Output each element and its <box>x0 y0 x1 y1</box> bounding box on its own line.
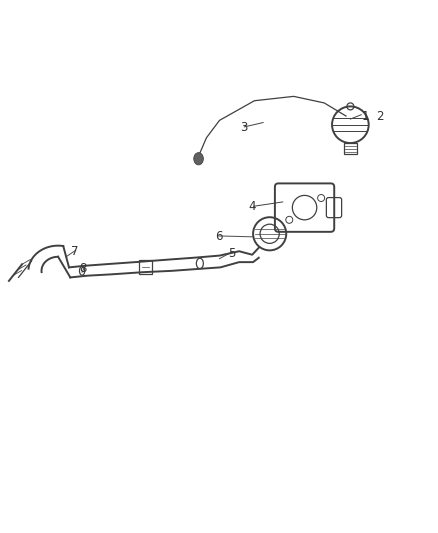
Text: 1: 1 <box>361 109 368 123</box>
Bar <box>343 143 356 154</box>
Text: 4: 4 <box>248 200 255 213</box>
Text: 5: 5 <box>227 247 235 260</box>
Ellipse shape <box>193 152 203 165</box>
Text: 2: 2 <box>375 109 383 123</box>
Text: 7: 7 <box>71 245 78 258</box>
Bar <box>138 260 152 274</box>
Text: 6: 6 <box>214 230 222 244</box>
Text: 8: 8 <box>80 262 87 275</box>
Text: 3: 3 <box>239 122 247 134</box>
